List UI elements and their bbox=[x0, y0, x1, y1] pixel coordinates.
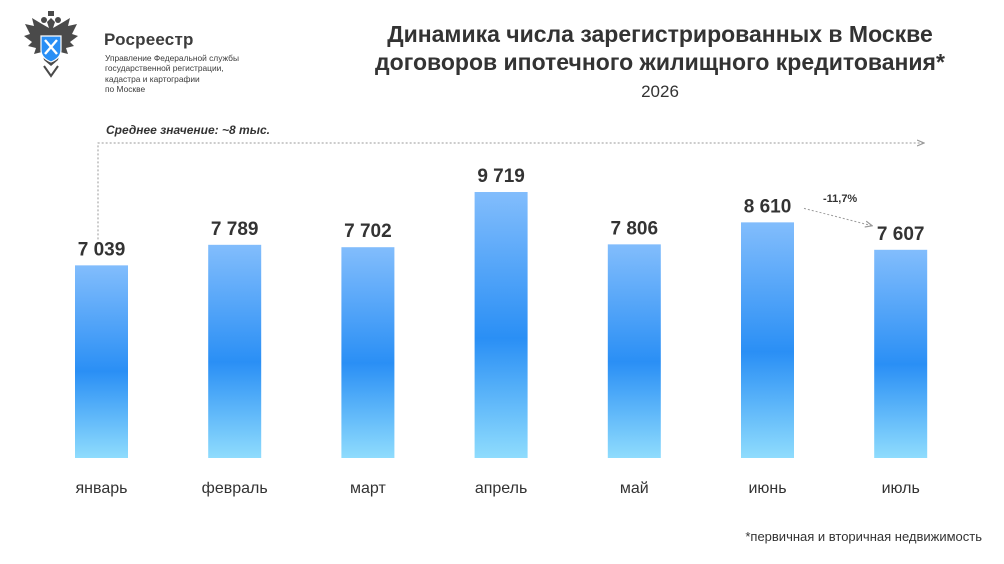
category-label: июль bbox=[882, 480, 920, 497]
average-line-path bbox=[97, 143, 924, 240]
value-label: 8 610 bbox=[744, 196, 792, 217]
bar-июль bbox=[874, 249, 928, 458]
average-value-label: Среднее значение: ~8 тыс. bbox=[106, 123, 270, 137]
rosreestr-logo: Росреестр Управление Федеральной службы … bbox=[22, 10, 282, 94]
bar-май bbox=[607, 244, 661, 458]
org-description: Управление Федеральной службы государств… bbox=[105, 53, 239, 95]
value-label: 7 702 bbox=[344, 221, 392, 242]
double-headed-eagle-emblem-icon bbox=[24, 11, 78, 78]
value-label: 7 039 bbox=[78, 239, 126, 260]
value-label: 9 719 bbox=[477, 166, 525, 187]
change-percent-label: -11,7% bbox=[823, 193, 857, 205]
category-label: март bbox=[350, 480, 386, 497]
category-label: январь bbox=[76, 480, 128, 497]
value-label: 7 789 bbox=[211, 219, 259, 240]
category-label: май bbox=[620, 480, 649, 497]
bar-февраль bbox=[208, 244, 262, 458]
average-dotted-line bbox=[97, 143, 924, 240]
value-label: 7 607 bbox=[877, 224, 925, 245]
category-label: июнь bbox=[748, 480, 786, 497]
bars-group: 7 039 январь 7 789 февраль 7 702 март 9 719 апр… bbox=[75, 166, 928, 497]
bar-март bbox=[341, 247, 395, 458]
org-name: Росреестр bbox=[104, 30, 194, 49]
change-arrow-line bbox=[803, 207, 872, 225]
footnote: *первичная и вторичная недвижимость bbox=[745, 529, 982, 544]
category-label: апрель bbox=[475, 480, 528, 497]
bar-апрель bbox=[474, 192, 528, 458]
value-label: 7 806 bbox=[611, 218, 659, 239]
category-label: февраль bbox=[202, 480, 268, 497]
bar-июнь bbox=[741, 222, 794, 458]
chart-title: Динамика числа зарегистрированных в Моск… bbox=[375, 21, 945, 75]
change-arrow: -11,7% bbox=[803, 193, 872, 226]
bar-январь bbox=[75, 265, 128, 458]
chart-subtitle: 2026 bbox=[641, 82, 679, 101]
